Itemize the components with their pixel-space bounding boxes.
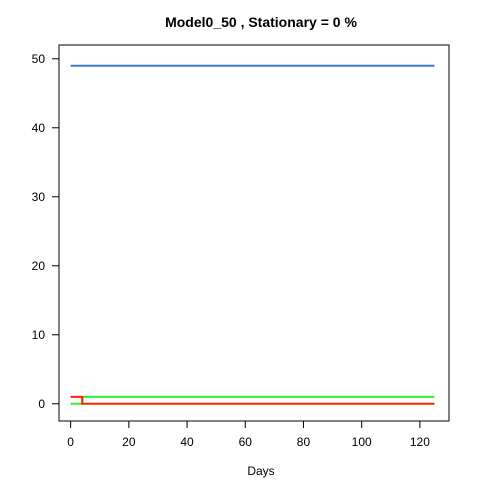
y-tick-label: 50 (32, 52, 46, 66)
y-tick-label: 30 (32, 190, 46, 204)
series-line-3 (70, 395, 435, 405)
y-tick-label: 20 (32, 259, 46, 273)
y-axis: 0 10 20 30 40 50 (32, 52, 60, 411)
x-tick-label: 80 (297, 435, 311, 449)
chart-title: Model0_50 , Stationary = 0 % (165, 14, 357, 30)
x-axis-label: Days (247, 464, 274, 478)
series-line-2 (70, 395, 435, 405)
y-tick-label: 10 (32, 328, 46, 342)
y-tick-label: 40 (32, 121, 46, 135)
y-tick-label: 0 (38, 397, 45, 411)
plot-frame (58, 44, 450, 422)
x-tick-label: 100 (352, 435, 372, 449)
x-axis: 0 20 40 60 80 100 120 (67, 420, 430, 449)
series-layer (70, 64, 435, 405)
x-tick-label: 0 (67, 435, 74, 449)
x-tick-label: 40 (180, 435, 194, 449)
x-tick-label: 60 (239, 435, 253, 449)
x-tick-label: 120 (410, 435, 430, 449)
x-tick-label: 20 (122, 435, 136, 449)
